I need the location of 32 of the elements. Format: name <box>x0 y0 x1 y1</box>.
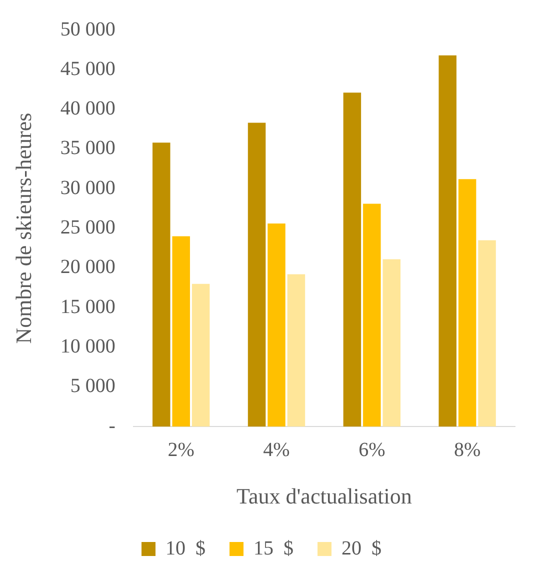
bar <box>382 259 400 427</box>
bar <box>248 122 266 427</box>
y-tick-label: 45 000 <box>60 58 116 80</box>
bar <box>152 142 170 427</box>
x-tick-label: 4% <box>263 438 290 461</box>
bar <box>287 274 306 427</box>
y-tick-label: 20 000 <box>60 256 116 278</box>
bar <box>343 92 362 427</box>
x-tick-label: 2% <box>168 438 194 461</box>
y-tick-label: 10 000 <box>60 336 116 358</box>
bar <box>458 179 476 427</box>
bar <box>478 240 496 427</box>
legend-label: 15 $ <box>254 537 294 560</box>
x-tick-label: 6% <box>358 438 386 461</box>
legend-label: 10 $ <box>166 537 206 560</box>
bar <box>268 224 286 427</box>
y-tick-label: 5 000 <box>70 375 116 398</box>
bar <box>438 55 456 427</box>
y-tick-label: 15 000 <box>60 296 116 318</box>
y-tick-label: 35 000 <box>60 137 116 160</box>
bar <box>192 284 210 427</box>
y-tick-label: 25 000 <box>60 216 116 239</box>
y-tick-label: 50 000 <box>60 18 116 40</box>
x-tick-label: 8% <box>454 438 481 461</box>
bar <box>363 204 381 427</box>
y-tick-label: - <box>108 414 116 437</box>
x-axis-title: Taux d'actualisation <box>236 484 412 509</box>
y-axis-title: Nombre de skieurs-heures <box>10 112 36 344</box>
legend-label: 20 $ <box>342 537 382 560</box>
bar <box>172 236 190 427</box>
y-tick-label: 40 000 <box>60 98 116 120</box>
y-tick-label: 30 000 <box>60 176 116 199</box>
